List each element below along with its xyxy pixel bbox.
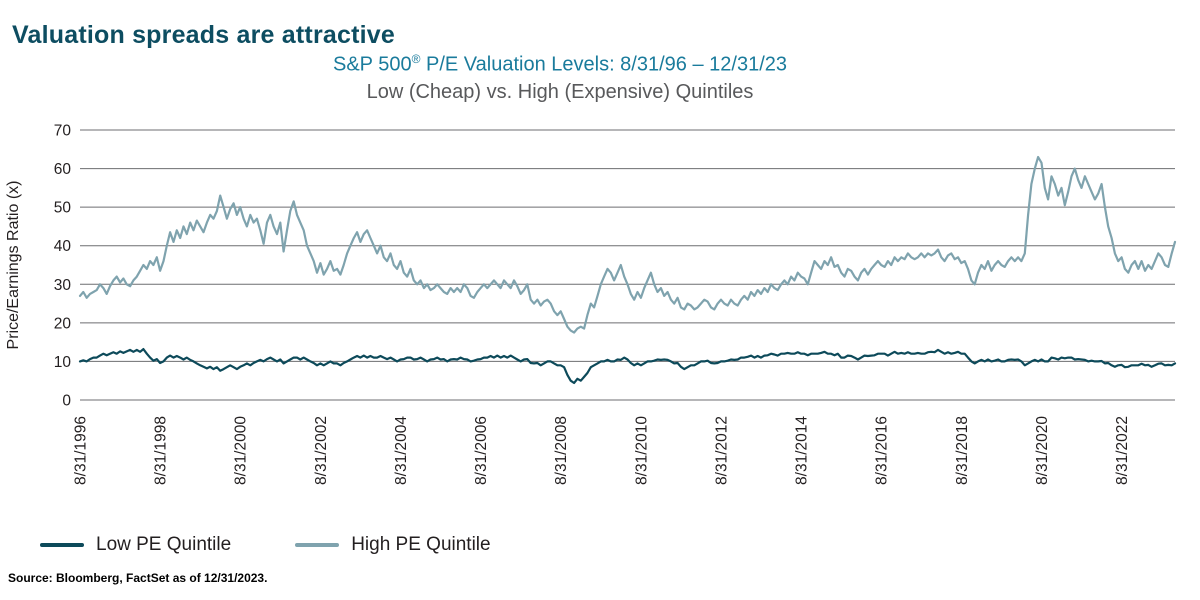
svg-text:8/31/2006: 8/31/2006 xyxy=(473,416,490,485)
svg-text:8/31/2022: 8/31/2022 xyxy=(1114,416,1131,485)
chart-legend: Low PE Quintile High PE Quintile xyxy=(40,534,491,556)
svg-text:8/31/2014: 8/31/2014 xyxy=(794,416,811,485)
svg-text:Price/Earnings Ratio (x): Price/Earnings Ratio (x) xyxy=(5,181,22,350)
legend-label-low: Low PE Quintile xyxy=(96,534,232,555)
svg-text:50: 50 xyxy=(54,200,72,217)
svg-text:8/31/2000: 8/31/2000 xyxy=(233,416,250,485)
high-line-swatch xyxy=(295,543,340,547)
page-title: Valuation spreads are attractive xyxy=(12,20,395,49)
svg-text:8/31/2004: 8/31/2004 xyxy=(393,416,410,485)
svg-text:0: 0 xyxy=(62,393,71,410)
low-line-swatch xyxy=(40,543,84,547)
legend-label-high: High PE Quintile xyxy=(351,534,491,555)
legend-item-high: High PE Quintile xyxy=(295,534,491,556)
chart-titles: S&P 500® P/E Valuation Levels: 8/31/96 –… xyxy=(0,46,1120,106)
svg-text:10: 10 xyxy=(54,354,72,371)
svg-text:40: 40 xyxy=(54,238,72,255)
svg-text:70: 70 xyxy=(54,123,72,140)
svg-text:8/31/2008: 8/31/2008 xyxy=(553,416,570,485)
svg-text:8/31/1996: 8/31/1996 xyxy=(73,416,90,485)
svg-text:60: 60 xyxy=(54,161,72,178)
svg-text:8/31/2020: 8/31/2020 xyxy=(1034,416,1051,485)
svg-text:8/31/2016: 8/31/2016 xyxy=(874,416,891,485)
svg-text:30: 30 xyxy=(54,277,72,294)
svg-text:8/31/2002: 8/31/2002 xyxy=(313,416,330,485)
registered-mark: ® xyxy=(411,52,421,66)
svg-text:8/31/2012: 8/31/2012 xyxy=(714,416,731,485)
chart-title-pre: S&P 500 xyxy=(333,53,412,76)
svg-text:8/31/1998: 8/31/1998 xyxy=(153,416,170,485)
chart-subtitle: Low (Cheap) vs. High (Expensive) Quintil… xyxy=(366,80,754,103)
svg-text:8/31/2018: 8/31/2018 xyxy=(954,416,971,485)
pe-chart-svg: 0 10 20 30 40 50 60 70 8/31/1996 8/31/1998 8/31/20… xyxy=(5,123,1177,485)
legend-item-low: Low PE Quintile xyxy=(40,534,231,556)
chart-title-post: P/E Valuation Levels: 8/31/96 – 12/31/23 xyxy=(420,53,787,76)
chart-title: S&P 500® P/E Valuation Levels: 8/31/96 –… xyxy=(0,46,1120,79)
source-note: Source: Bloomberg, FactSet as of 12/31/2… xyxy=(8,571,268,585)
svg-text:20: 20 xyxy=(54,315,72,332)
svg-text:8/31/2010: 8/31/2010 xyxy=(633,416,650,485)
